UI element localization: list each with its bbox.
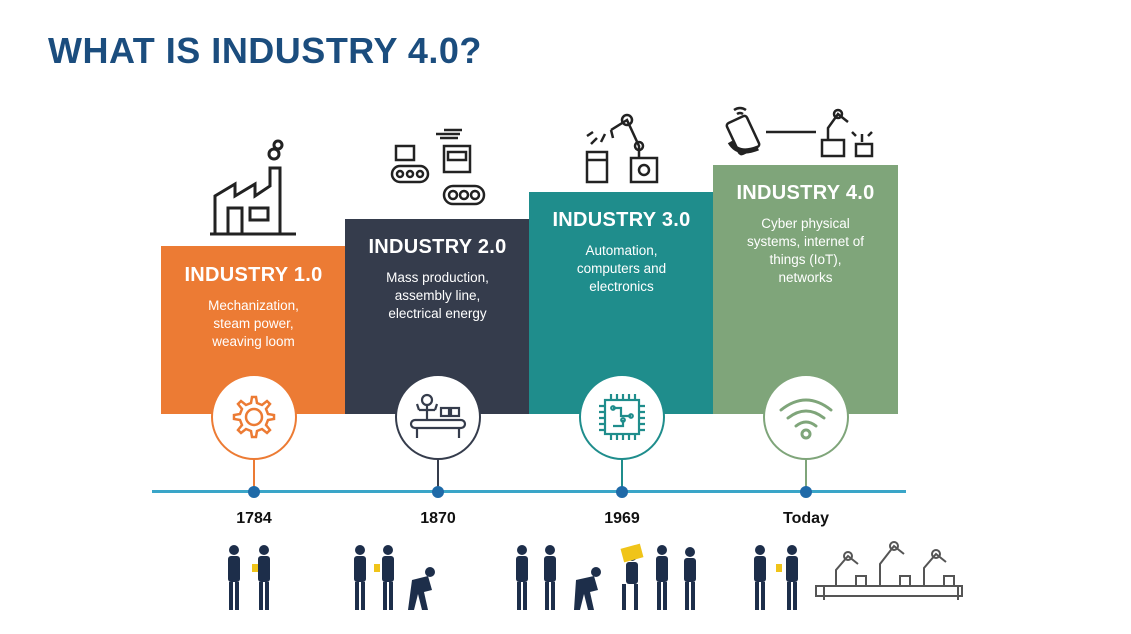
workers-and-robots-illustration (754, 541, 963, 610)
stage-icon-circle (579, 374, 665, 460)
stage-card-industry-4: INDUSTRY 4.0 Cyber physical systems, inte… (713, 165, 898, 414)
timeline-year: 1870 (420, 510, 456, 527)
factory-icon (210, 139, 296, 236)
stage-heading: INDUSTRY 1.0 (184, 264, 323, 286)
stage-stem (805, 458, 807, 488)
timeline-dot (432, 486, 444, 498)
workers-illustration (354, 545, 435, 610)
stage-stem (621, 458, 623, 488)
timeline-dot (800, 486, 812, 498)
stage-icon-circle (395, 374, 481, 460)
page-title: WHAT IS INDUSTRY 4.0? (48, 30, 482, 71)
stage-icon-circle (763, 374, 849, 460)
stage-heading: INDUSTRY 4.0 (736, 182, 875, 204)
timeline-year: 1969 (604, 510, 640, 527)
timeline-line (152, 490, 906, 493)
microchip-icon (599, 394, 645, 440)
conveyor-machine-icon (390, 128, 486, 206)
stage-description: Mechanization, steam power, weaving loom (208, 298, 299, 349)
phone-robot-link-icon (725, 106, 874, 158)
stage-heading: INDUSTRY 2.0 (368, 236, 507, 258)
stage-stem (437, 458, 439, 488)
stage-stem (253, 458, 255, 488)
workers-illustration (516, 543, 696, 610)
timeline-year: Today (783, 510, 829, 527)
stage-icon-circle (211, 374, 297, 460)
assembly-worker-icon (409, 393, 467, 438)
timeline-dot (248, 486, 260, 498)
robot-arm-icon (585, 113, 659, 184)
stage-card-industry-2: INDUSTRY 2.0 Mass production, assembly li… (345, 219, 530, 414)
timeline-year: 1784 (236, 510, 272, 527)
stage-heading: INDUSTRY 3.0 (552, 209, 691, 231)
workers-illustration (228, 545, 270, 610)
timeline-dot (616, 486, 628, 498)
wifi-icon (779, 398, 833, 440)
stage-description: Automation, computers and electronics (576, 243, 667, 294)
stage-description: Cyber physical systems, internet of things… (746, 216, 865, 285)
gear-icon (232, 395, 276, 439)
stage-description: Mass production, assembly line, electrical… (386, 270, 489, 321)
